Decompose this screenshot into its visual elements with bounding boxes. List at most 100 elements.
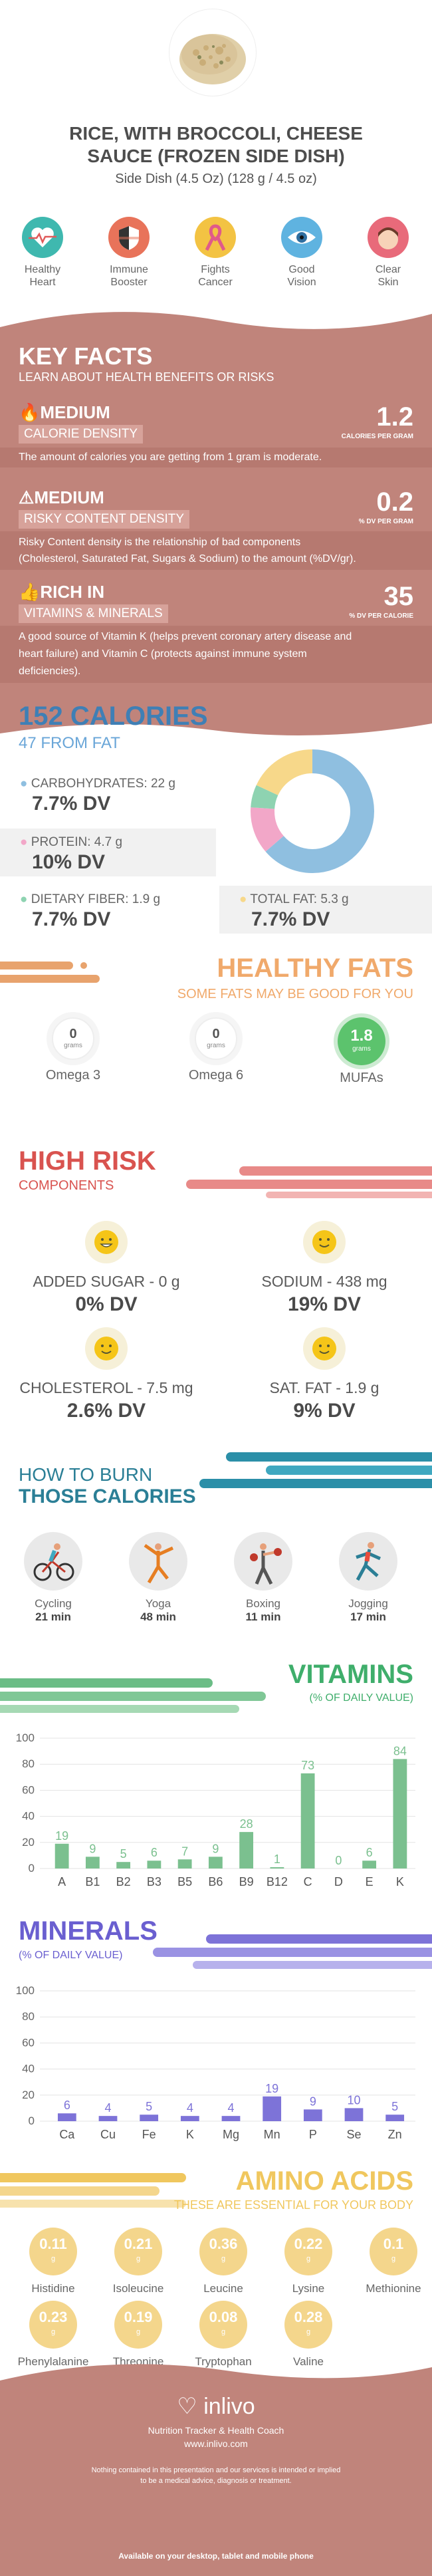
minerals-bar-chart: 0 20 40 60 80 100 6 Ca 4 Cu 5 Fe 4 K 4 Mg 19 Mn 9 P 10 Se 5 Zn [16,1984,415,2141]
vitamin-xtick-label-B5: B5 [177,1875,192,1888]
amino-unit: g [221,2255,226,2263]
rich-in-unit: % DV PER CALORIE [349,612,413,620]
footer-url[interactable]: www.inlivo.com [184,2438,248,2449]
cycling-icon [24,1532,82,1591]
vitamin-value-label-K: 84 [393,1744,407,1757]
macro-protein: ● PROTEIN: 4.7 g 10% DV [0,829,216,876]
amino-phenylalanine: 0.23 g Phenylalanine [10,2301,96,2369]
donut-protein [251,749,374,873]
activity-yoga: Yoga 48 min [118,1532,198,1624]
mineral-ytick-label: 60 [22,2036,35,2049]
amino-value: 0.19 [124,2309,153,2325]
amino-unit: g [51,2328,56,2336]
macro-carbs: ● CARBOHYDRATES: 22 g 7.7% DV [20,777,175,815]
footer: ♡ inlivo Nutrition Tracker & Health Coac… [0,2390,432,2576]
mineral-bar-Zn [385,2115,405,2121]
vitamin-value-label-D: 0 [335,1854,342,1867]
risk-sat-fat: SAT. FAT - 1.9 g 9% DV [225,1327,424,1422]
vitamin-bar-B5 [177,1859,192,1868]
rich-in-name: VITAMINS & MINERALS [19,604,168,623]
activity-boxing: Boxing 11 min [223,1532,303,1624]
fiber-label: DIETARY FIBER: 1.9 g [31,892,161,906]
amino-value-circle: 0.23 g [29,2301,77,2349]
calorie-density-value: 1.2 [376,402,413,432]
high-risk-subtitle: COMPONENTS [19,1178,114,1193]
donut-fat [251,749,374,873]
benefit-label: Healthy [24,264,61,275]
macro-fiber: ● DIETARY FIBER: 1.9 g 7.7% DV [20,892,161,930]
vitamin-xtick-label-B9: B9 [239,1875,254,1888]
burn-title-1: HOW TO BURN [19,1464,153,1485]
warning-icon: ⚠ [19,487,35,507]
vitamin-xtick-label-B1: B1 [85,1875,100,1888]
vitamin-value-label-B9: 28 [240,1817,253,1831]
amino-unit: g [136,2255,141,2263]
footer-brand: ♡ inlivo [177,2394,255,2419]
risky-density-desc: Risky Content density is the relationshi… [19,537,356,565]
vitamin-xtick-label-B6: B6 [208,1875,223,1888]
amino-value-circle: 0.08 g [199,2301,247,2349]
minerals-title: MINERALS [19,1916,158,1946]
amino-unit: g [391,2255,396,2263]
mineral-bar-Cu [98,2116,118,2121]
vitamin-value-label-A: 19 [55,1829,68,1843]
risk-sodium: SODIUM - 438 mg 19% DV [225,1221,424,1316]
amino-value-circle: 0.11 g [29,2228,77,2275]
risk-cholesterol: CHOLESTEROL - 7.5 mg 2.6% DV [7,1327,206,1422]
amino-value: 0.23 [39,2309,68,2325]
benefit-label: Fights [201,264,230,275]
activity-time: 21 min [35,1610,71,1623]
vitamin-xtick-label-B12: B12 [267,1875,288,1888]
footer-disclaimer-2: to be a medical advice, diagnosis or tre… [140,2477,292,2485]
amino-unit: g [306,2255,311,2263]
amino-subtitle: THESE ARE ESSENTIAL FOR YOUR BODY [173,2198,413,2212]
benefit-label: Immune [110,264,148,275]
vitamin-bar-B12 [270,1867,284,1868]
benefit-label: Cancer [198,277,233,288]
mineral-xtick-label-Se: Se [346,2128,361,2141]
vitamin-value-label-B1: 9 [89,1842,96,1855]
fat-omega6: 0 grams Omega 6 [176,1017,256,1083]
macro-fat: ● TOTAL FAT: 5.3 g 7.7% DV [219,886,432,934]
amino-valine: 0.28 g Valine [265,2301,352,2369]
healthy-fats-stripes [0,962,100,983]
benefit-label: Vision [287,277,316,288]
serving-size: Side Dish (4.5 Oz) (128 g / 4.5 oz) [115,172,317,186]
face-icon [368,217,409,258]
calorie-density-level: 🔥MEDIUM [19,402,110,422]
activity-name: Yoga [145,1597,171,1610]
mineral-xtick-label-P: P [309,2128,317,2141]
smile-icon [303,1221,346,1263]
amino-unit: g [221,2328,226,2336]
benefit-label: Good [288,264,315,275]
flame-icon: 🔥 [19,402,41,422]
amino-methionine: 0.1 g Methionine [350,2228,432,2295]
amino-value-circle: 0.22 g [284,2228,332,2275]
footer-disclaimer-1: Nothing contained in this presentation a… [91,2466,341,2474]
mineral-value-label-Ca: 6 [64,2099,70,2112]
amino-histidine: 0.11 g Histidine [10,2228,96,2295]
key-facts-wave [0,312,432,340]
key-facts-title: KEY FACTS [19,342,153,370]
activity-cycling: Cycling 21 min [13,1532,93,1624]
vitamin-bar-K [393,1759,407,1868]
rich-in-value: 35 [383,582,414,611]
mineral-bar-P [303,2109,322,2121]
amino-lysine: 0.22 g Lysine [265,2228,352,2295]
vitamin-ytick-label: 100 [16,1732,35,1744]
risk-label: SAT. FAT - 1.9 g [269,1379,379,1396]
amino-unit: g [306,2328,311,2336]
amino-name: Methionine [366,2282,421,2295]
mineral-xtick-label-Mg: Mg [223,2128,239,2141]
vitamin-value-label-C: 73 [301,1759,314,1772]
mineral-xtick-label-Cu: Cu [100,2128,116,2141]
burn-title-2: THOSE CALORIES [19,1485,196,1507]
vitamin-ytick-label: 20 [22,1836,35,1849]
calories-from-fat: 47 FROM FAT [19,734,120,752]
ribbon-icon [195,217,236,258]
activity-jogging: Jogging 17 min [328,1532,408,1624]
mineral-value-label-Se: 10 [347,2093,360,2107]
vitamin-value-label-B2: 5 [120,1847,127,1861]
mineral-bar-Ca [57,2113,76,2121]
mineral-ytick-label: 40 [22,2063,35,2075]
